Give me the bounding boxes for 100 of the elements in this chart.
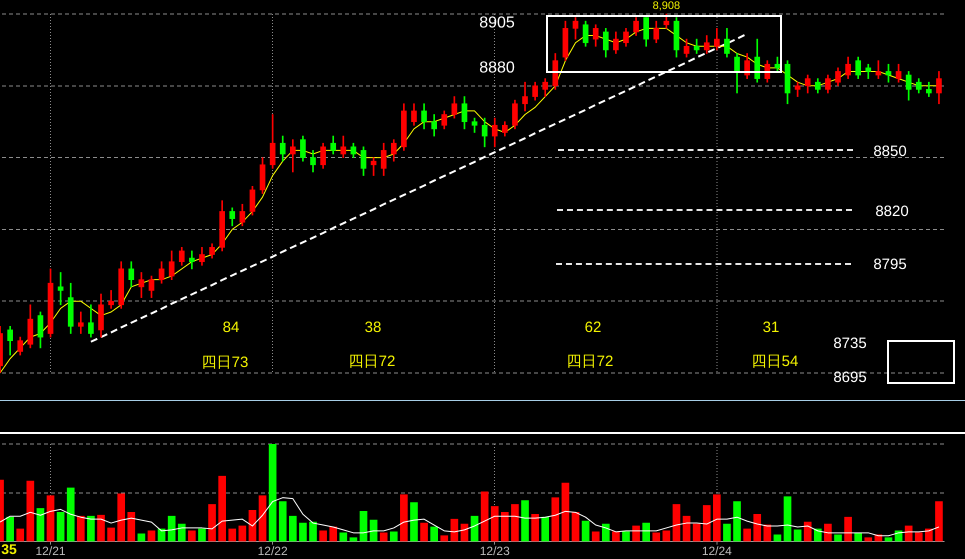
bar — [733, 501, 741, 542]
x-tick-label: 12/22 — [258, 544, 288, 558]
bar — [148, 530, 156, 542]
bar — [460, 524, 468, 542]
bar — [87, 516, 95, 542]
annotation: 四日54 — [752, 353, 798, 370]
bar — [430, 526, 438, 542]
bar — [138, 533, 146, 542]
bar — [238, 526, 246, 542]
bar — [178, 524, 186, 542]
bar — [490, 506, 499, 542]
bar — [360, 511, 368, 542]
bar — [501, 512, 509, 542]
bar — [531, 514, 539, 542]
bar — [713, 494, 721, 542]
bar — [278, 501, 287, 542]
bar — [188, 530, 196, 542]
annotation: 8905 — [479, 14, 515, 32]
bar — [299, 522, 307, 542]
bar — [572, 512, 580, 542]
bar — [652, 532, 660, 542]
bar — [258, 495, 266, 542]
bar — [470, 516, 478, 542]
annotation: 8695 — [833, 369, 867, 386]
bar — [319, 530, 327, 542]
bar — [410, 502, 418, 542]
bar — [329, 526, 338, 542]
bar — [248, 510, 256, 542]
bar — [288, 516, 297, 542]
bar — [582, 520, 590, 542]
annotation: 8,908 — [652, 0, 680, 12]
bar — [36, 508, 44, 542]
bar — [702, 505, 711, 542]
bar — [46, 495, 54, 542]
bar — [390, 532, 398, 542]
bar — [198, 528, 206, 542]
bar — [682, 516, 690, 542]
annotation: 8795 — [873, 256, 907, 274]
bar — [107, 528, 115, 542]
bar — [158, 528, 166, 542]
annotation: 8820 — [875, 203, 909, 220]
bar — [914, 532, 923, 542]
bar — [400, 494, 408, 542]
bar — [6, 516, 14, 542]
bar — [350, 537, 358, 542]
bar — [228, 528, 236, 542]
annotation: 四日72 — [348, 353, 396, 370]
bar — [218, 476, 226, 542]
annotation: 8880 — [479, 59, 515, 76]
bar — [339, 532, 348, 542]
bar — [97, 514, 105, 542]
bar — [541, 516, 550, 542]
bar — [723, 524, 731, 542]
bar — [824, 524, 832, 542]
bar — [602, 524, 610, 542]
bar — [168, 516, 176, 542]
bar — [894, 530, 902, 542]
bar — [16, 528, 24, 542]
bar — [56, 512, 64, 542]
annotation: 31 — [762, 319, 780, 336]
bar — [480, 491, 488, 542]
bar — [662, 530, 670, 542]
bar — [794, 530, 802, 542]
x-tick-label: 12/24 — [702, 544, 732, 558]
bar — [380, 532, 388, 542]
bar — [562, 482, 570, 542]
bar — [743, 528, 751, 542]
bar — [592, 532, 600, 542]
annotation: 38 — [364, 319, 382, 336]
bar — [66, 488, 75, 542]
annotation: 35 — [1, 540, 17, 557]
bar — [753, 514, 762, 542]
bar — [76, 516, 85, 542]
bar — [612, 532, 620, 542]
annotation: 8735 — [833, 335, 867, 352]
bar — [370, 520, 378, 542]
bar — [844, 516, 852, 542]
bar — [511, 504, 519, 542]
annotation: 8850 — [873, 143, 907, 160]
bar — [420, 522, 428, 542]
bar — [127, 512, 136, 542]
bar — [551, 497, 560, 542]
annotation: 四日73 — [202, 354, 248, 372]
bar — [117, 493, 126, 542]
bar — [450, 518, 458, 542]
bar — [309, 522, 317, 542]
x-tick-label: 12/21 — [36, 544, 66, 558]
bar — [692, 524, 700, 542]
bar — [925, 528, 933, 542]
bar — [784, 496, 792, 542]
bar — [804, 522, 812, 542]
bar — [642, 522, 650, 542]
bar — [622, 532, 630, 542]
bar — [814, 528, 822, 542]
bar — [774, 534, 782, 542]
annotation: 62 — [584, 319, 602, 336]
bar — [268, 444, 276, 542]
bar — [26, 480, 34, 542]
annotation: 84 — [222, 319, 240, 336]
bar — [672, 504, 680, 542]
